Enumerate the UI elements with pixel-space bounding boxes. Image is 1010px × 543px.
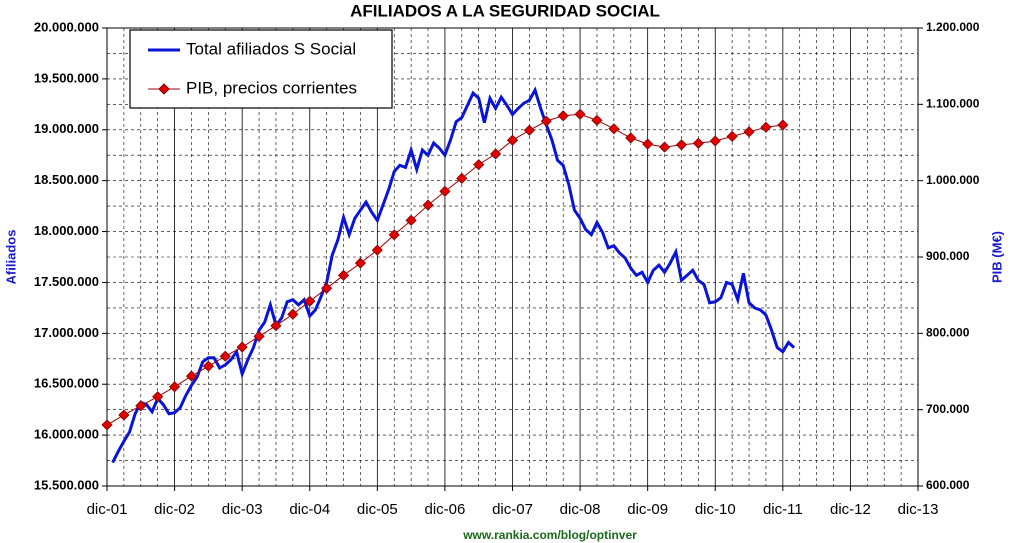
y-tick-label: 15.500.000 (34, 477, 99, 492)
data-point (439, 185, 451, 197)
data-point (608, 123, 620, 135)
data-point (506, 134, 519, 146)
legend-box (129, 29, 393, 109)
y-tick-label: 19.000.000 (34, 121, 99, 136)
y-tick-label: 17.000.000 (34, 325, 99, 340)
data-point (490, 148, 502, 160)
x-tick-label: dic-12 (830, 501, 871, 518)
y2-tick-label: 1.000.000 (926, 173, 980, 187)
x-tick-label: dic-07 (492, 501, 533, 518)
legend-marker (158, 83, 170, 95)
x-tick-label: dic-01 (87, 501, 128, 518)
y2-tick-label: 900.000 (926, 249, 970, 263)
data-point (371, 244, 383, 256)
data-point (405, 214, 417, 226)
y-tick-label: 16.000.000 (34, 427, 99, 442)
data-point (642, 138, 654, 150)
data-point (321, 282, 333, 294)
data-point (202, 360, 214, 372)
y-tick-label: 17.500.000 (34, 274, 99, 289)
x-tick-label: dic-06 (424, 501, 465, 518)
source-note: www.rankia.com/blog/optinver (462, 528, 637, 542)
data-point (574, 108, 586, 120)
y2-tick-label: 1.200.000 (926, 20, 980, 34)
data-point (675, 139, 688, 151)
y-tick-label: 20.000.000 (34, 19, 99, 34)
data-point (337, 269, 350, 281)
data-point (135, 400, 147, 412)
data-point (709, 135, 721, 147)
y-tick-label: 16.500.000 (34, 376, 99, 391)
data-point (169, 381, 181, 393)
x-tick-label: dic-03 (222, 501, 263, 518)
data-point (456, 172, 468, 184)
y2-axis-label: PIB (M€) (989, 231, 1004, 283)
legend-label: PIB, precios corrientes (186, 78, 357, 97)
data-point (304, 295, 316, 307)
data-point (219, 350, 231, 362)
data-point (760, 121, 772, 133)
y-tick-label: 18.500.000 (34, 172, 99, 187)
y-tick-label: 19.500.000 (34, 70, 99, 85)
series-line (111, 86, 796, 464)
x-tick-label: dic-08 (560, 501, 601, 518)
x-tick-label: dic-05 (357, 501, 398, 518)
data-point (777, 119, 789, 131)
y2-tick-label: 800.000 (926, 326, 970, 340)
data-point (540, 115, 552, 127)
data-point (591, 114, 603, 126)
x-tick-label: dic-13 (898, 501, 939, 518)
data-point (726, 130, 738, 142)
x-tick-label: dic-10 (695, 501, 736, 518)
y-tick-label: 18.000.000 (34, 223, 99, 238)
data-point (185, 370, 198, 382)
data-point (658, 141, 671, 153)
x-tick-label: dic-11 (763, 501, 803, 518)
data-point (523, 124, 535, 136)
data-point (625, 132, 637, 144)
x-tick-label: dic-04 (289, 501, 330, 518)
y-axis-label: Afiliados (3, 230, 18, 285)
data-point (101, 419, 113, 431)
x-tick-label: dic-02 (154, 501, 195, 518)
y2-tick-label: 600.000 (926, 478, 970, 492)
data-point (743, 126, 755, 138)
plot-frame (106, 27, 919, 487)
y2-tick-label: 700.000 (926, 402, 970, 416)
data-point (692, 137, 704, 149)
data-point (253, 330, 265, 342)
data-point (557, 110, 569, 122)
data-point (152, 391, 164, 403)
data-point (388, 229, 400, 241)
data-point (287, 308, 299, 320)
data-point (473, 159, 485, 171)
data-point (118, 409, 130, 421)
data-point (354, 257, 367, 269)
x-tick-label: dic-09 (627, 501, 668, 518)
data-point (422, 199, 434, 211)
data-point (270, 320, 282, 332)
y2-tick-label: 1.100.000 (926, 97, 980, 111)
chart-title: AFILIADOS A LA SEGURIDAD SOCIAL (350, 1, 660, 20)
data-point (236, 341, 248, 353)
legend-label: Total afiliados S Social (186, 39, 356, 58)
